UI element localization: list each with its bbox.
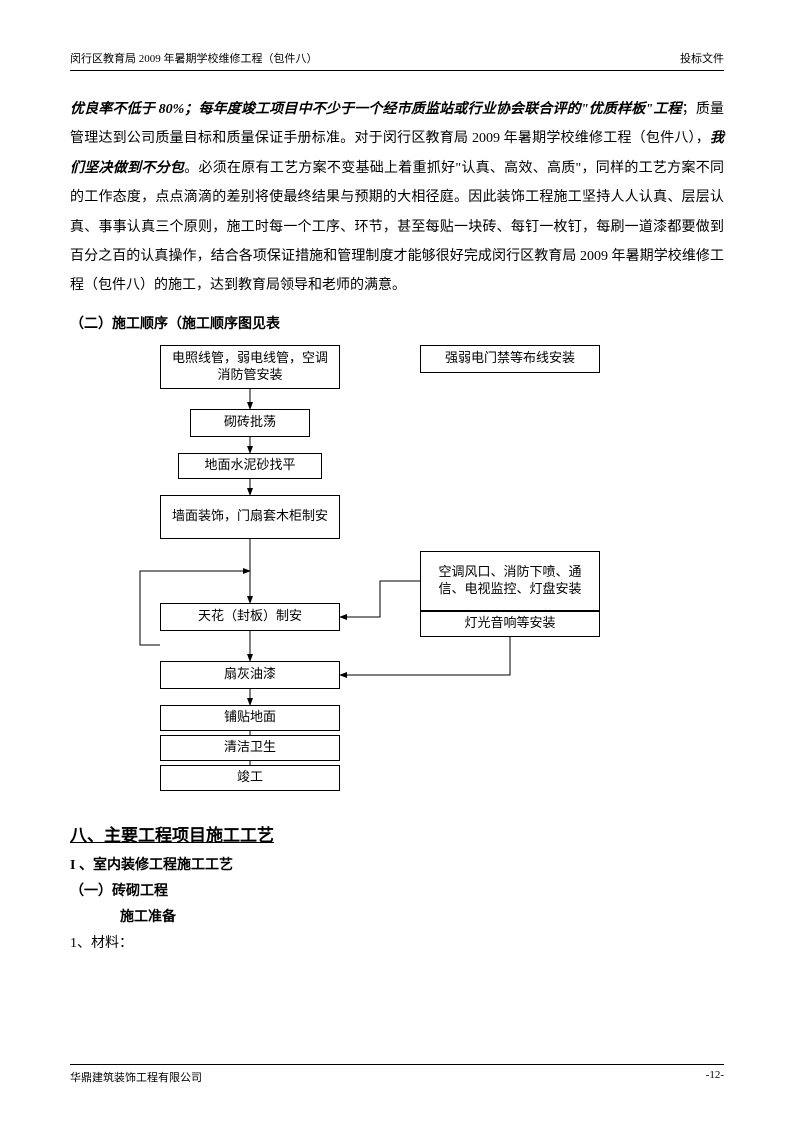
flow-node-6: 扇灰油漆	[160, 661, 340, 689]
sub-heading-1: （一）砖砌工程	[70, 880, 724, 900]
page-footer: 华鼎建筑装饰工程有限公司 -12-	[70, 1064, 724, 1085]
para-part-d: 。必须在原有工艺方案不变基础上着重抓好"认真、高效、高质"，同样的工艺方案不同的…	[70, 161, 724, 294]
flowchart: 电照线管，弱电线管，空调消防管安装 砌砖批荡 地面水泥砂找平 墙面装饰，门扇套木…	[100, 345, 724, 815]
main-paragraph: 优良率不低于 80%；每年度竣工项目中不少于一个经市质监站或行业协会联合评的"优…	[70, 95, 724, 301]
flow-node-r2: 空调风口、消防下喷、通信、电视监控、灯盘安装	[420, 551, 600, 611]
flow-node-3: 地面水泥砂找平	[178, 453, 322, 479]
flow-node-5: 天花（封板）制安	[160, 603, 340, 631]
footer-right: -12-	[706, 1069, 724, 1085]
flow-node-1: 电照线管，弱电线管，空调消防管安装	[160, 345, 340, 389]
flow-node-7: 铺贴地面	[160, 705, 340, 731]
flow-node-r1: 强弱电门禁等布线安装	[420, 345, 600, 373]
flow-node-8: 清洁卫生	[160, 735, 340, 761]
header-left: 闵行区教育局 2009 年暑期学校维修工程（包件八）	[70, 50, 318, 66]
heading-8: 八、主要工程项目施工工艺	[70, 821, 724, 846]
flow-node-r3: 灯光音响等安装	[420, 611, 600, 637]
item-1: 1、材料：	[70, 932, 724, 952]
header-right: 投标文件	[680, 50, 724, 66]
sub-heading-prep: 施工准备	[120, 906, 724, 926]
flow-node-9: 竣工	[160, 765, 340, 791]
sub-heading-i: I 、室内装修工程施工工艺	[70, 854, 724, 874]
page-header: 闵行区教育局 2009 年暑期学校维修工程（包件八） 投标文件	[70, 50, 724, 71]
flow-node-4: 墙面装饰，门扇套木柜制安	[160, 495, 340, 539]
flow-node-2: 砌砖批荡	[190, 409, 310, 437]
page: 闵行区教育局 2009 年暑期学校维修工程（包件八） 投标文件 优良率不低于 8…	[0, 0, 794, 1123]
para-bold-1: 优良率不低于 80%；每年度竣工项目中不少于一个经市质监站或行业协会联合评的"优…	[70, 102, 682, 117]
section-2-title: （二）施工顺序（施工顺序图见表	[70, 313, 724, 333]
footer-left: 华鼎建筑装饰工程有限公司	[70, 1069, 202, 1085]
